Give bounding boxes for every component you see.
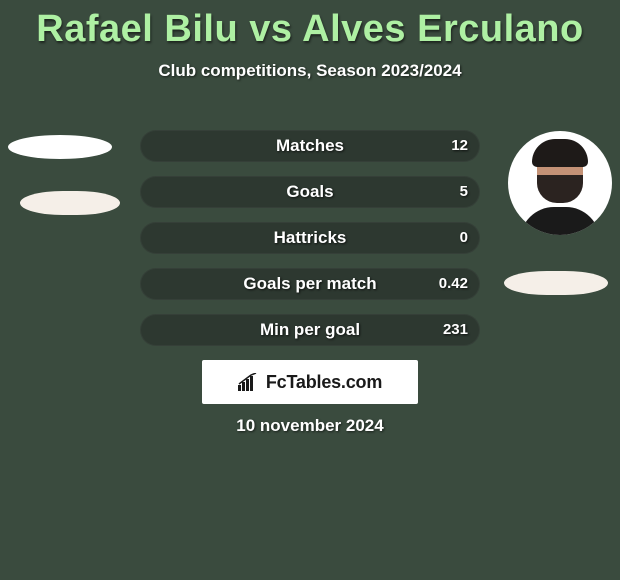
stat-label: Hattricks bbox=[140, 222, 480, 254]
stat-row: Goals5 bbox=[140, 176, 480, 208]
stat-value-right: 5 bbox=[460, 176, 468, 208]
stat-label: Goals bbox=[140, 176, 480, 208]
avatar-beard bbox=[537, 175, 583, 203]
stat-label: Matches bbox=[140, 130, 480, 162]
avatar-hair bbox=[532, 139, 588, 167]
page-subtitle: Club competitions, Season 2023/2024 bbox=[0, 61, 620, 81]
player-right-avatar bbox=[508, 131, 612, 235]
stat-row: Goals per match0.42 bbox=[140, 268, 480, 300]
bars-icon bbox=[238, 373, 260, 391]
player-left-avatar bbox=[8, 135, 112, 159]
brand-text: FcTables.com bbox=[266, 372, 382, 393]
stat-value-right: 231 bbox=[443, 314, 468, 346]
date-text: 10 november 2024 bbox=[0, 416, 620, 436]
stat-label: Min per goal bbox=[140, 314, 480, 346]
stats-panel: Matches12 Goals5 Hattricks0 Goals per match… bbox=[140, 130, 480, 360]
stat-row: Hattricks0 bbox=[140, 222, 480, 254]
player-right-oval bbox=[504, 271, 608, 295]
stat-row: Matches12 bbox=[140, 130, 480, 162]
stat-value-right: 0.42 bbox=[439, 268, 468, 300]
stat-value-right: 12 bbox=[451, 130, 468, 162]
stat-label: Goals per match bbox=[140, 268, 480, 300]
stat-row: Min per goal231 bbox=[140, 314, 480, 346]
avatar-shoulders bbox=[520, 207, 600, 235]
comparison-card: Rafael Bilu vs Alves Erculano Club compe… bbox=[0, 8, 620, 580]
brand-badge: FcTables.com bbox=[202, 360, 418, 404]
player-left-oval bbox=[20, 191, 120, 215]
page-title: Rafael Bilu vs Alves Erculano bbox=[0, 8, 620, 51]
stat-value-right: 0 bbox=[460, 222, 468, 254]
